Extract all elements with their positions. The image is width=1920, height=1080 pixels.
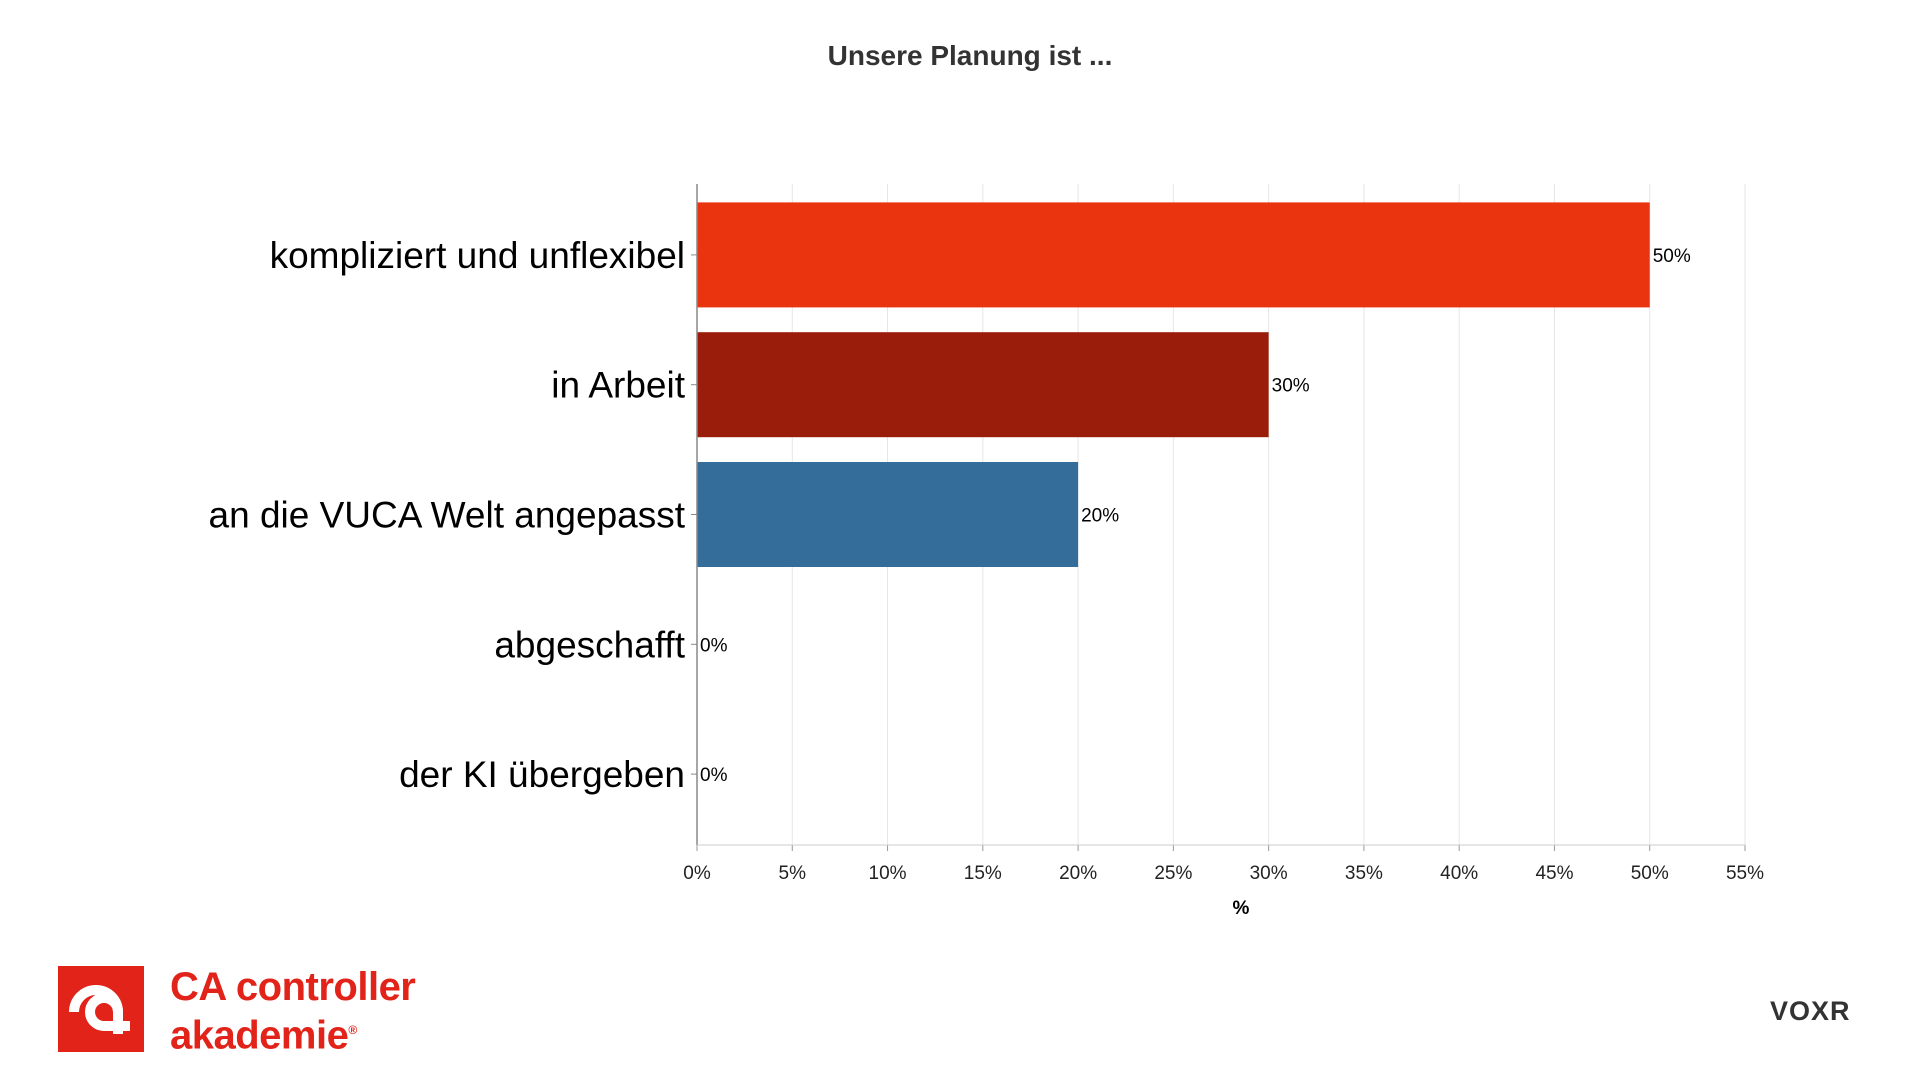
ca-logo-mark-icon — [58, 966, 144, 1052]
labels: 0% 5% 10% 15% 20% 25% 30% 35% 40% 45% 50% 55% kompli… — [209, 235, 1765, 919]
data-label: 50% — [1653, 246, 1691, 267]
x-tick-label: 35% — [1345, 863, 1383, 884]
ca-logo-line2: akademie® — [170, 1009, 415, 1057]
x-tick-label: 20% — [1059, 863, 1097, 884]
chart-title: Unsere Planung ist ... — [827, 40, 1113, 71]
ca-logo-line1: CA controller — [170, 965, 416, 1009]
category-label: kompliziert und unflexibel — [270, 235, 685, 276]
x-tick-label: 45% — [1535, 863, 1573, 884]
bar — [697, 202, 1650, 308]
x-tick-label: 40% — [1440, 863, 1478, 884]
category-label: an die VUCA Welt angepasst — [209, 495, 686, 536]
x-tick-label: 15% — [964, 863, 1002, 884]
data-label: 20% — [1081, 506, 1119, 527]
x-tick-label: 10% — [869, 863, 907, 884]
axes — [691, 184, 1746, 851]
registered-mark: ® — [348, 1023, 357, 1037]
x-tick-label: 0% — [683, 863, 711, 884]
bars — [697, 202, 1650, 567]
category-label: in Arbeit — [551, 365, 685, 406]
x-axis-title: % — [1233, 898, 1250, 919]
bar — [697, 462, 1079, 567]
ca-controller-akademie-logo: CA controller akademie® — [58, 965, 438, 1057]
data-label: 0% — [700, 635, 728, 656]
category-label: der KI übergeben — [399, 754, 685, 795]
voxr-logo: VOXR — [1770, 996, 1851, 1026]
x-tick-label: 50% — [1631, 863, 1669, 884]
x-tick-label: 5% — [779, 863, 807, 884]
ca-logo-text: CA controller akademie® — [170, 965, 416, 1057]
x-tick-label: 55% — [1726, 863, 1764, 884]
bar — [697, 332, 1269, 438]
data-label: 30% — [1272, 376, 1310, 397]
category-label: abgeschafft — [494, 624, 685, 665]
ca-logo-line2-text: akademie — [170, 1013, 349, 1058]
data-label: 0% — [700, 765, 728, 786]
x-tick-label: 25% — [1154, 863, 1192, 884]
x-tick-label: 30% — [1250, 863, 1288, 884]
